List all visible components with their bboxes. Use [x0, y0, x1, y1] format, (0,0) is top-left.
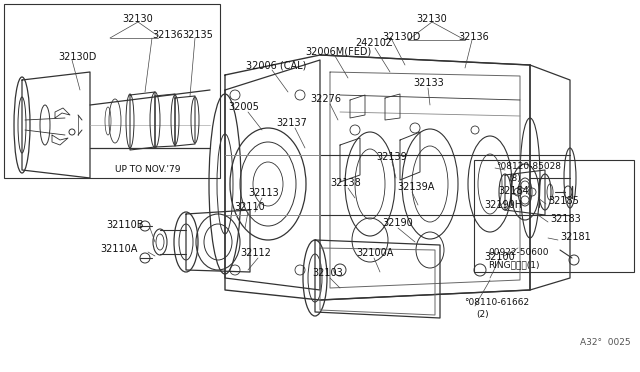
Text: 32183: 32183 — [550, 214, 580, 224]
Text: 32139: 32139 — [376, 152, 407, 162]
Text: 32103: 32103 — [312, 268, 343, 278]
Text: 32276: 32276 — [310, 94, 341, 104]
Text: 32100A: 32100A — [356, 248, 394, 258]
Text: 32110B: 32110B — [106, 220, 143, 230]
Text: 32185: 32185 — [548, 196, 579, 206]
Text: A32°  0025: A32° 0025 — [580, 338, 630, 347]
Text: 24210Z: 24210Z — [355, 38, 392, 48]
Text: 32130: 32130 — [417, 14, 447, 24]
Text: 32130: 32130 — [123, 14, 154, 24]
Text: 32113: 32113 — [248, 188, 279, 198]
Text: 32100: 32100 — [484, 252, 515, 262]
Text: °08110-61662: °08110-61662 — [464, 298, 529, 307]
Text: 32139A: 32139A — [397, 182, 435, 192]
Text: 32136: 32136 — [458, 32, 489, 42]
Text: 00922-50600: 00922-50600 — [488, 248, 548, 257]
Text: 32136: 32136 — [152, 30, 183, 40]
Text: 32137: 32137 — [276, 118, 307, 128]
Text: 32130D: 32130D — [58, 52, 97, 62]
Text: 32135: 32135 — [182, 30, 213, 40]
Text: 32133: 32133 — [413, 78, 444, 88]
Text: 32005: 32005 — [228, 102, 259, 112]
Text: 32190: 32190 — [382, 218, 413, 228]
Text: 32110: 32110 — [234, 202, 265, 212]
Text: 32190H: 32190H — [484, 200, 522, 210]
Text: 32138: 32138 — [330, 178, 361, 188]
Text: 32181: 32181 — [560, 232, 591, 242]
Text: 32130D: 32130D — [382, 32, 420, 42]
Text: (2): (2) — [476, 310, 488, 319]
Bar — [4, 4, 220, 178]
Text: 32112: 32112 — [240, 248, 271, 258]
Text: RINGリング(1): RINGリング(1) — [488, 260, 540, 269]
Text: UP TO NOV.'79: UP TO NOV.'79 — [115, 165, 180, 174]
Text: °08120-85028: °08120-85028 — [496, 162, 561, 171]
Text: (8): (8) — [508, 174, 521, 183]
Text: 32006M(FED): 32006M(FED) — [305, 46, 371, 56]
Bar — [474, 160, 634, 272]
Text: 32110A: 32110A — [100, 244, 138, 254]
Text: 32184: 32184 — [498, 186, 529, 196]
Text: 32006 (CAL): 32006 (CAL) — [246, 60, 307, 70]
